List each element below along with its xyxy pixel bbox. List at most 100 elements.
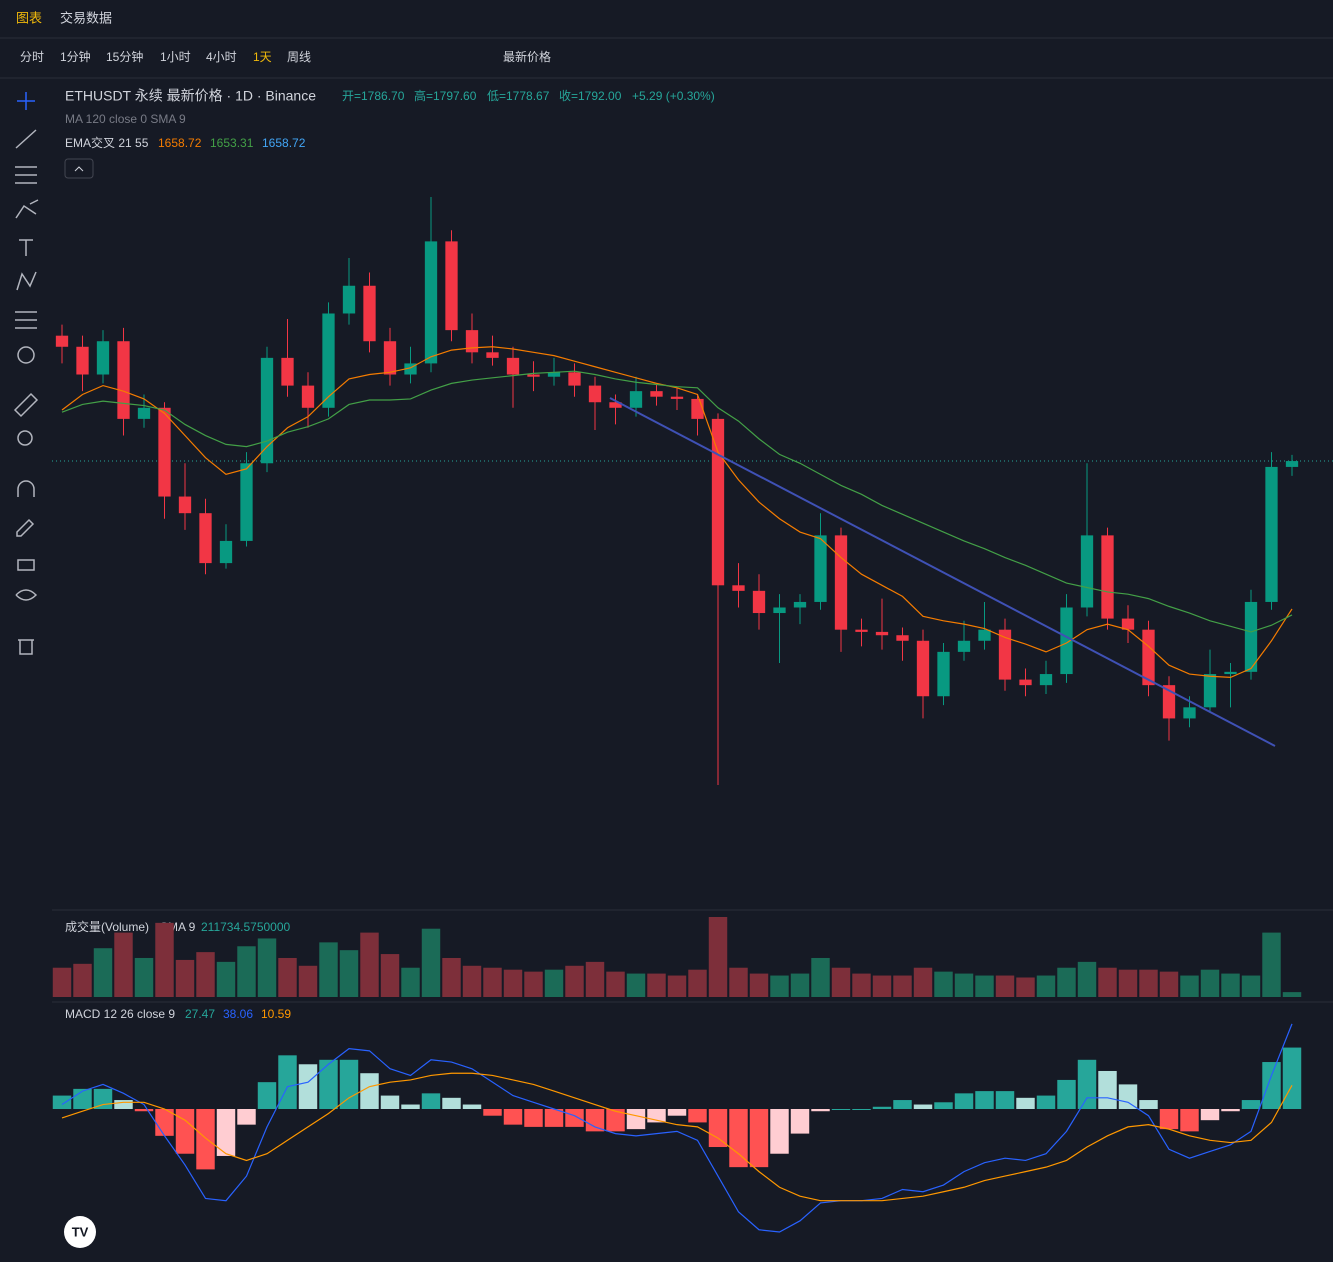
toolbar-button[interactable]: 周线	[287, 50, 311, 64]
ruler-icon[interactable]	[13, 392, 39, 418]
candle-body	[158, 407, 171, 497]
volume-bar	[380, 954, 400, 997]
toolbar-button[interactable]: 1小时	[160, 50, 191, 64]
macd-histogram-bar	[893, 1100, 912, 1109]
pattern-icon[interactable]	[16, 271, 37, 291]
macd-histogram-bar	[831, 1109, 851, 1110]
macd-histogram-bar	[503, 1109, 523, 1125]
text-icon[interactable]	[19, 239, 33, 256]
candle-body	[1224, 671, 1237, 675]
macd-histogram-bar	[708, 1109, 728, 1148]
macd-histogram-bar	[667, 1109, 687, 1116]
toolbar-button[interactable]: 1分钟	[60, 49, 91, 64]
tab-bar	[0, 0, 1333, 38]
ema-value: 1653.31	[210, 136, 254, 150]
candle-body	[916, 640, 930, 697]
macd-histogram-bar	[1221, 1109, 1240, 1112]
volume-value: 211734.5750000	[201, 920, 291, 934]
macd-histogram-bar	[749, 1109, 769, 1168]
candle-body	[588, 385, 602, 403]
change: +5.29 (+0.30%)	[632, 89, 715, 103]
brush-icon[interactable]	[15, 199, 39, 219]
macd-histogram-bar	[237, 1109, 256, 1125]
candle-body	[137, 407, 151, 419]
candle-body	[978, 629, 991, 641]
macd-histogram-bar	[688, 1109, 707, 1123]
macd-histogram-bar	[52, 1095, 72, 1109]
candle-body	[281, 357, 294, 386]
forecast-icon[interactable]	[15, 311, 37, 329]
zoom-icon[interactable]	[17, 430, 33, 446]
collapse-button[interactable]	[64, 158, 94, 179]
lock-icon[interactable]	[17, 559, 35, 571]
trash-icon[interactable]	[18, 639, 34, 655]
candle-body	[1039, 674, 1053, 686]
volume-bar	[1180, 975, 1199, 997]
toolbar-button[interactable]: 1天	[253, 50, 272, 64]
candle-body	[1265, 466, 1278, 602]
candle-body	[424, 241, 438, 364]
volume-bar	[401, 967, 420, 997]
candle-body	[814, 535, 827, 602]
eye-icon[interactable]	[15, 589, 38, 601]
toolbar-button[interactable]: 最新价格	[503, 49, 551, 64]
candle-body	[219, 540, 233, 564]
lock-draw-icon[interactable]	[16, 518, 35, 537]
macd-histogram-bar	[852, 1109, 871, 1110]
fib-icon[interactable]	[15, 166, 37, 184]
volume-bar	[1036, 975, 1056, 997]
tab[interactable]: 图表	[16, 10, 42, 25]
macd-histogram-bar	[298, 1064, 318, 1109]
ema-line	[61, 346, 1293, 678]
macd-histogram-bar	[319, 1059, 338, 1109]
volume-bar	[688, 969, 707, 997]
candle-body	[875, 631, 889, 636]
macd-histogram-bar	[483, 1109, 502, 1116]
macd-histogram-bar	[1139, 1100, 1158, 1109]
candle-body	[301, 385, 315, 408]
candle-body	[793, 601, 807, 608]
macd-histogram-bar	[73, 1088, 92, 1109]
macd-line	[61, 1072, 1293, 1202]
candle-body	[506, 357, 520, 375]
toolbar-button[interactable]: 4小时	[206, 50, 237, 64]
crosshair-icon[interactable]	[17, 92, 35, 110]
emoji-icon[interactable]	[17, 346, 35, 364]
macd-histogram-bar	[380, 1095, 400, 1109]
candle-body	[199, 513, 212, 564]
macd-histogram-bar	[442, 1097, 461, 1109]
tab[interactable]: 交易数据	[60, 10, 112, 25]
candle-body	[322, 313, 335, 408]
candle-body	[1121, 618, 1135, 630]
candle-body	[568, 372, 581, 386]
legend: ETHUSDT 永续 最新价格 · 1D · Binance 开=1786.70…	[64, 88, 715, 1021]
volume-bar	[626, 973, 646, 997]
ma-legend: MA 120 close 0 SMA 9	[65, 112, 186, 126]
volume-bar	[1139, 969, 1158, 997]
candle-body	[670, 396, 684, 399]
candle-body	[752, 590, 766, 614]
volume-bar	[995, 975, 1015, 997]
candle-body	[998, 629, 1012, 680]
macd-value: 27.47	[185, 1007, 215, 1021]
line-icon[interactable]	[15, 129, 37, 149]
candle-body	[650, 391, 663, 397]
volume-bar	[442, 957, 461, 997]
logo	[64, 1216, 96, 1248]
macd-line	[61, 1023, 1293, 1233]
macd-histogram-bar	[729, 1109, 748, 1168]
macd-histogram-bar	[114, 1100, 133, 1109]
volume-bar	[811, 957, 830, 997]
macd-histogram-bar	[975, 1091, 994, 1109]
volume-bar	[708, 917, 728, 997]
candle-body	[711, 418, 725, 586]
toolbar-button[interactable]: 分时	[20, 50, 44, 64]
volume-bar	[1016, 977, 1035, 997]
magnet-icon[interactable]	[17, 480, 35, 497]
toolbar-button[interactable]: 15分钟	[106, 49, 143, 64]
macd-histogram-bar	[216, 1109, 236, 1156]
macd-histogram-bar	[421, 1093, 441, 1109]
volume-bar	[52, 967, 72, 997]
volume-bar	[585, 961, 605, 997]
